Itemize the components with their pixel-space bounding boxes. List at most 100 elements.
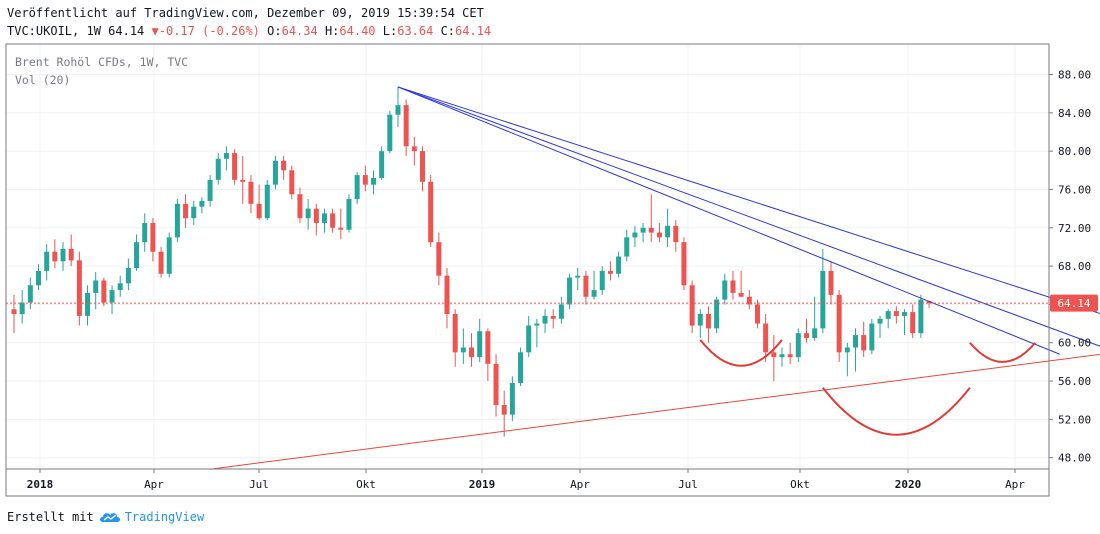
candle-body [248, 181, 254, 204]
tradingview-cloud-icon[interactable] [99, 511, 121, 523]
footer: Erstellt mit TradingView [7, 510, 204, 524]
price-tick-label: 84.00 [1058, 107, 1091, 120]
candle-body [19, 302, 25, 314]
candle-body [297, 194, 303, 219]
pattern-arc [822, 387, 971, 436]
time-tick-label: Apr [570, 478, 590, 491]
candle-body [607, 270, 613, 274]
candle-body [125, 268, 131, 284]
candle-body [223, 153, 229, 159]
candle-body [354, 175, 360, 200]
time-tick-label: Okt [790, 478, 810, 491]
candle-body [174, 203, 180, 238]
candle-body [828, 270, 834, 295]
candle-body [117, 283, 123, 291]
candle-body [738, 292, 744, 297]
legend-series: Brent Rohöl CFDs, 1W, TVC [15, 55, 188, 69]
price-tick-label: 56.00 [1058, 375, 1091, 388]
price-tick-label: 76.00 [1058, 183, 1091, 196]
candle-body [542, 315, 548, 324]
price-tick-label: 52.00 [1058, 413, 1091, 426]
candle-body [411, 146, 417, 152]
published-line: Veröffentlicht auf TradingView.com, Deze… [7, 6, 484, 20]
candle-body [452, 314, 458, 353]
close-label: C: [440, 24, 456, 38]
candle-body [60, 248, 66, 262]
candle-body [714, 299, 720, 329]
candle-body [264, 184, 270, 219]
candle-body [460, 347, 466, 353]
candle-body [501, 405, 507, 415]
time-tick-label: 2018 [27, 478, 54, 491]
pattern-arcs [699, 339, 1037, 436]
candle-body [134, 242, 140, 269]
candle-body [869, 323, 875, 351]
candle-body [395, 105, 401, 115]
candle-body [109, 290, 115, 303]
candle-body [93, 280, 99, 293]
candle-body [803, 333, 809, 338]
candle-body [313, 208, 319, 223]
candle-body [403, 105, 409, 147]
candle-body [183, 203, 189, 219]
candle-body [207, 179, 213, 201]
candle-body [583, 275, 589, 297]
candle-body [518, 352, 524, 383]
candle-body [632, 232, 638, 238]
candle-body [76, 260, 82, 316]
legend-volume: Vol (20) [15, 73, 70, 87]
candle-body [142, 222, 148, 243]
candle-body [705, 314, 711, 329]
candle-body [436, 242, 442, 276]
candle-body [387, 114, 393, 152]
candle-body [591, 290, 597, 297]
candle-body [616, 256, 622, 274]
candle-body [779, 354, 785, 358]
candle-body [624, 237, 630, 257]
candle-body [477, 331, 483, 358]
candle-body [52, 251, 58, 262]
candle-body [771, 352, 777, 358]
candle-body [199, 200, 205, 207]
candle-body [689, 285, 695, 326]
candle-body [697, 314, 703, 326]
candle-body [420, 151, 425, 182]
candle-body [281, 160, 287, 171]
time-tick-label: 2019 [469, 478, 496, 491]
price-axis[interactable]: 88.0084.0080.0076.0072.0068.0064.0060.00… [1049, 69, 1091, 465]
candle-body [36, 270, 42, 286]
created-with-text: Erstellt mit [7, 510, 94, 524]
candle-body [640, 227, 646, 233]
candle-body [338, 227, 344, 230]
trendlines [210, 86, 1100, 470]
candle-body [681, 242, 687, 286]
candle-body [215, 158, 221, 180]
candle-body [575, 275, 581, 278]
trendline-red [210, 353, 1100, 470]
grid [6, 44, 1049, 469]
candle-body [534, 323, 540, 326]
candle-body [27, 285, 33, 303]
candle-body [240, 179, 246, 182]
price-tick-label: 68.00 [1058, 260, 1091, 273]
time-tick-label: Apr [1005, 478, 1025, 491]
trendline-blue [397, 86, 1060, 355]
candle-body [362, 175, 368, 185]
price-tick-label: 48.00 [1058, 452, 1091, 465]
candle-body [289, 170, 295, 195]
candle-body [85, 292, 91, 316]
candle-body [656, 232, 662, 238]
candle-body [599, 270, 605, 291]
candle-body [485, 331, 491, 364]
published-text: Veröffentlicht auf TradingView.com, Deze… [7, 6, 484, 20]
time-axis[interactable]: 2018 Apr Jul Okt 2019 Apr Jul Okt 2020 Apr [27, 469, 1026, 491]
tradingview-link[interactable]: TradingView [124, 510, 205, 524]
candle-body [910, 312, 916, 334]
low-label: L: [382, 24, 398, 38]
candle-body [305, 208, 311, 219]
candle-body [256, 203, 262, 219]
close-value: 64.14 [455, 24, 492, 38]
candle-body [101, 280, 107, 303]
candle-body [812, 328, 818, 338]
